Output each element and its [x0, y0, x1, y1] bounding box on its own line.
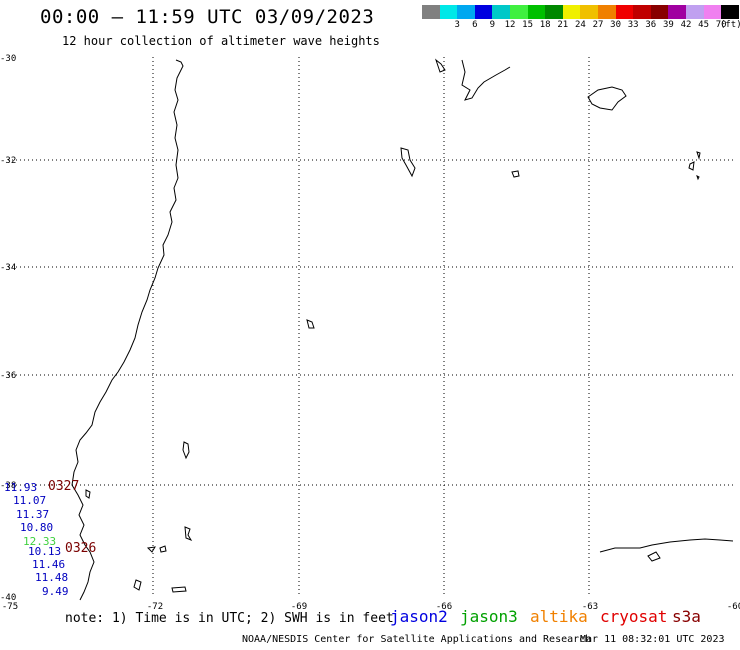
color-scale-label: 24: [574, 20, 586, 30]
color-swatch: [615, 5, 634, 19]
color-swatch: [597, 5, 616, 19]
color-swatch: [703, 5, 722, 19]
color-scale-unit: (ft): [719, 20, 740, 30]
color-swatch: [509, 5, 528, 19]
color-swatch: [545, 5, 563, 19]
latitude-label: -40: [0, 593, 17, 603]
latitude-label: -36: [0, 371, 17, 381]
credit-text: NOAA/NESDIS Center for Satellite Applica…: [242, 634, 592, 645]
color-swatch: [633, 5, 651, 19]
satellite-legend-item: altika: [530, 607, 588, 626]
color-swatch: [457, 5, 475, 19]
color-scale-label: 39: [662, 20, 674, 30]
color-scale-label: 18: [539, 20, 551, 30]
color-scale-label: 3: [454, 20, 460, 30]
satellite-legend-item: jason2: [390, 607, 448, 626]
color-swatch: [527, 5, 546, 19]
satellite-legend-item: jason3: [460, 607, 518, 626]
longitude-label: -63: [581, 602, 599, 612]
longitude-label: -75: [1, 602, 19, 612]
coastline-argentina: [400, 58, 734, 562]
color-swatch: [562, 5, 581, 19]
color-scale-label: 42: [680, 20, 692, 30]
island-chiloe: [85, 489, 91, 499]
wave-height-value: 10.13: [28, 545, 62, 558]
color-swatch: [650, 5, 669, 19]
wave-height-value: 11.46: [32, 558, 66, 571]
footer-note: note: 1) Time is in UTC; 2) SWH is in fe…: [65, 611, 394, 626]
color-scale-label: 6: [472, 20, 478, 30]
color-swatch: [439, 5, 458, 19]
color-scale-labels: 3 6 9 12 15 18 21 24 27 30 33 36 39 42 45 70 (ft): [422, 20, 740, 34]
islands-coastal: [133, 319, 315, 593]
satellite-legend-item: cryosat: [600, 607, 668, 626]
color-scale-label: 45: [698, 20, 710, 30]
longitude-label: -66: [435, 602, 453, 612]
wave-height-value: 9.49: [42, 585, 69, 598]
color-scale-label: 9: [489, 20, 496, 30]
satellite-legend-item: s3a: [672, 607, 701, 626]
track-id-south: 0326: [65, 541, 97, 556]
longitude-label: -69: [290, 602, 308, 612]
color-swatch: [492, 5, 510, 19]
color-scale-label: 21: [557, 20, 569, 30]
color-scale-label: 70: [715, 20, 727, 30]
color-scale-label: 30: [610, 20, 622, 30]
wave-height-value: 11.93: [4, 481, 38, 494]
wave-height-value: 12.33: [23, 535, 57, 548]
color-scale-label: 12: [504, 20, 516, 30]
color-scale-label: 15: [522, 20, 534, 30]
track-id-north: 0327: [48, 479, 80, 494]
timestamp-text: Mar 11 08:32:01 UTC 2023: [580, 634, 725, 645]
longitude-label: -60: [726, 602, 740, 612]
color-swatch: [721, 5, 739, 19]
color-scale: [422, 5, 739, 19]
latitude-label: -38: [0, 481, 17, 491]
longitude-label: -72: [146, 602, 164, 612]
wave-height-value: 10.80: [20, 521, 54, 534]
chart-subtitle: 12 hour collection of altimeter wave hei…: [62, 34, 380, 48]
color-swatch: [580, 5, 598, 19]
color-scale-label: 33: [627, 20, 639, 30]
color-scale-label: 36: [645, 20, 657, 30]
wave-height-value: 11.48: [35, 571, 69, 584]
color-swatch: [685, 5, 704, 19]
latitude-label: -30: [0, 54, 17, 64]
coastline-chile: [71, 59, 184, 601]
color-swatch: [668, 5, 686, 19]
latitude-label: -34: [0, 263, 17, 273]
gridlines: [8, 57, 733, 597]
color-swatch: [422, 5, 440, 19]
color-scale-label: 27: [592, 20, 604, 30]
wave-height-value: 11.07: [13, 494, 47, 507]
latitude-label: -32: [0, 156, 17, 166]
color-swatch: [474, 5, 493, 19]
wave-height-value: 11.37: [16, 508, 50, 521]
chart-title: 00:00 – 11:59 UTC 03/09/2023: [40, 6, 375, 28]
